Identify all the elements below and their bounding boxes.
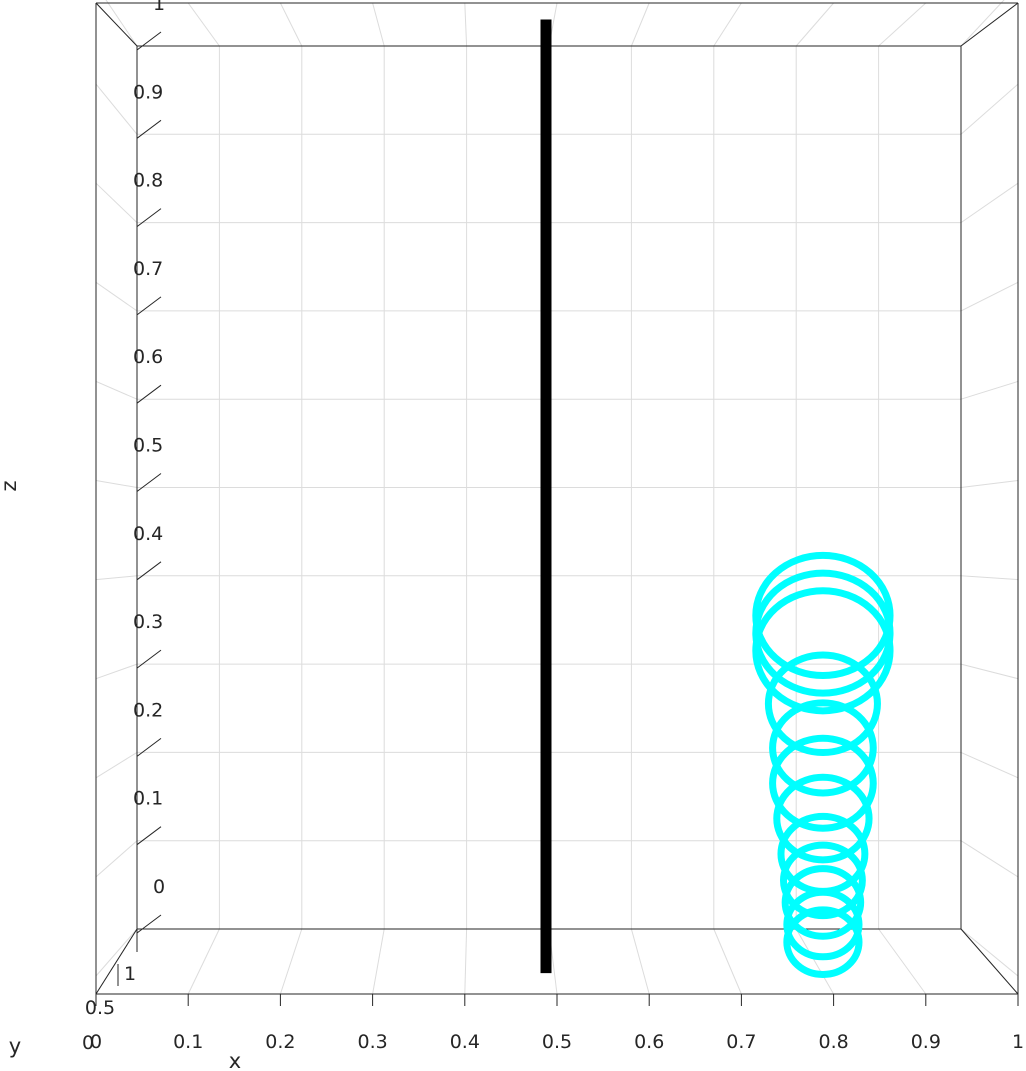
x-tick-label: 1: [1012, 1031, 1024, 1053]
side-grid-line-right: [960, 83, 1019, 135]
ring-marker: [783, 888, 863, 961]
z-tick-label: 0.9: [133, 81, 163, 103]
side-grid-line-right: [960, 182, 1019, 224]
z-tick-label: 0.2: [133, 699, 163, 721]
ceiling-grid-line: [464, 2, 468, 47]
z-tick-mark: [136, 561, 162, 581]
side-grid-line-right: [960, 751, 1019, 779]
z-tick-mark: [136, 738, 162, 757]
ring-marker: [769, 734, 877, 832]
ring-marker: [783, 906, 863, 978]
z-tick-mark: [136, 296, 162, 316]
ceiling-grid-line: [878, 2, 927, 47]
side-grid-line-left: [95, 751, 138, 779]
side-grid-line-left: [95, 575, 138, 581]
side-grid-line-right: [960, 0, 1005, 47]
ring-marker: [769, 699, 877, 797]
side-grid-line-right: [960, 928, 1019, 977]
axes-box-edge: [95, 928, 138, 995]
x-tick-label: 0.1: [173, 1031, 203, 1053]
ring-marker: [779, 841, 866, 920]
ceiling-grid-line: [795, 2, 834, 47]
floor-grid-line: [187, 928, 220, 995]
z-tick-mark: [136, 649, 162, 669]
side-grid-line-right: [960, 840, 1019, 878]
x-tick-label: 0.9: [911, 1031, 941, 1053]
side-grid-line-left: [95, 380, 138, 400]
side-grid-line-left: [95, 840, 138, 878]
ceiling-grid-line: [187, 2, 220, 47]
x-tick-label: 0.7: [726, 1031, 756, 1053]
ring-marker: [773, 773, 873, 864]
y-axis-label: y: [9, 1034, 21, 1058]
side-grid-line-left: [95, 663, 138, 680]
floor-grid-line: [372, 928, 385, 995]
ring-marker: [752, 587, 894, 715]
ring-marker: [781, 865, 865, 940]
y-tick-label: 0: [82, 1032, 94, 1054]
side-grid-line-left: [95, 182, 138, 223]
z-tick-mark: [136, 208, 162, 228]
z-tick-mark: [136, 384, 162, 404]
side-grid-line-right: [960, 281, 1019, 312]
floor-grid-line: [630, 928, 650, 995]
z-tick-mark: [136, 826, 162, 846]
z-tick-label: 0.1: [133, 788, 163, 810]
ceiling-grid-line: [372, 2, 385, 47]
z-tick-mark: [136, 31, 162, 51]
z-tick-mark: [136, 473, 162, 492]
x-tick-label: 0.2: [265, 1031, 295, 1053]
side-grid-line-right: [960, 575, 1019, 581]
y-tick-label: 0.5: [85, 997, 115, 1019]
x-tick-label: 0.6: [634, 1031, 664, 1053]
x-tick-label: 0.4: [450, 1031, 480, 1053]
side-grid-line-right: [960, 663, 1019, 680]
side-grid-line-right: [960, 380, 1019, 400]
x-axis-label: x: [229, 1049, 241, 1071]
x-tick-label: 0.5: [542, 1031, 572, 1053]
side-grid-line-right: [960, 480, 1019, 488]
ceiling-grid-line: [713, 2, 742, 47]
side-grid-line-left: [95, 928, 138, 977]
ring-marker: [764, 651, 881, 757]
floor-grid-line: [878, 928, 927, 995]
z-axis-label: z: [0, 480, 21, 491]
floor-grid-line: [795, 928, 835, 995]
side-grid-line-left: [95, 281, 138, 312]
z-tick-label: 0.5: [133, 435, 163, 457]
z-tick-label: 0.4: [133, 523, 163, 545]
z-tick-label: 0.8: [133, 170, 163, 192]
z-tick-label: 0.3: [133, 611, 163, 633]
z-tick-mark: [136, 914, 162, 934]
side-grid-line-left: [105, 0, 138, 47]
side-grid-line-left: [95, 83, 138, 135]
z-tick-mark: [136, 119, 162, 139]
ceiling-grid-line: [279, 2, 303, 47]
axes-box-edge: [960, 2, 1019, 47]
x-tick-label: 0: [90, 1031, 102, 1053]
z-tick-label: 1: [153, 0, 165, 15]
z-tick-label: 0.6: [133, 346, 163, 368]
axes-box-edge: [960, 928, 1019, 995]
floor-grid-line: [713, 928, 742, 995]
x-tick-label: 0.3: [357, 1031, 387, 1053]
z-tick-label: 0.7: [133, 258, 163, 280]
floor-grid-line: [464, 928, 468, 995]
z-tick-label: 0: [153, 876, 165, 898]
axes-box-edge: [95, 2, 138, 47]
x-tick-label: 0.8: [818, 1031, 848, 1053]
floor-grid-line: [279, 928, 303, 995]
y-tick-label: 1: [124, 963, 136, 985]
ceiling-grid-line: [630, 2, 650, 47]
side-grid-line-left: [95, 480, 138, 488]
